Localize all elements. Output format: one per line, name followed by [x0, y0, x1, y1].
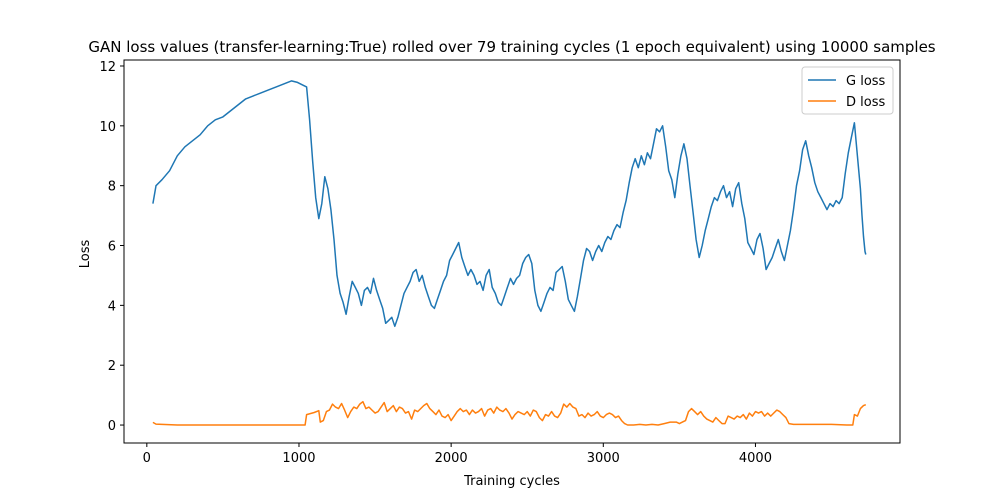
y-tick-label: 6 — [108, 240, 116, 255]
series-layer — [152, 80, 867, 426]
plot-frame — [123, 59, 901, 444]
x-tick-label: 0 — [143, 451, 151, 466]
legend-label-d-loss: D loss — [846, 95, 885, 110]
x-tick-label: 2000 — [435, 451, 468, 466]
x-axis-ticks: 0 1000 2000 3000 4000 — [143, 443, 772, 466]
y-tick-label: 12 — [99, 60, 116, 75]
legend-box — [801, 66, 894, 115]
y-tick-label: 8 — [108, 180, 116, 195]
y-axis-ticks: 0 2 4 6 8 10 12 — [99, 60, 124, 434]
series-line-d-loss — [152, 400, 867, 426]
x-tick-label: 4000 — [739, 451, 772, 466]
y-axis-label: Loss — [78, 240, 93, 269]
x-axis-label: Training cycles — [463, 474, 560, 489]
y-tick-label: 0 — [108, 419, 116, 434]
legend-label-g-loss: G loss — [846, 74, 886, 89]
y-tick-label: 2 — [108, 359, 116, 374]
x-tick-label: 1000 — [282, 451, 315, 466]
y-tick-label: 4 — [108, 299, 116, 314]
x-tick-label: 3000 — [587, 451, 620, 466]
y-tick-label: 10 — [99, 120, 116, 135]
chart-title: GAN loss values (transfer-learning:True)… — [88, 38, 935, 56]
legend: G loss D loss — [801, 66, 894, 115]
series-line-g-loss — [152, 80, 867, 328]
